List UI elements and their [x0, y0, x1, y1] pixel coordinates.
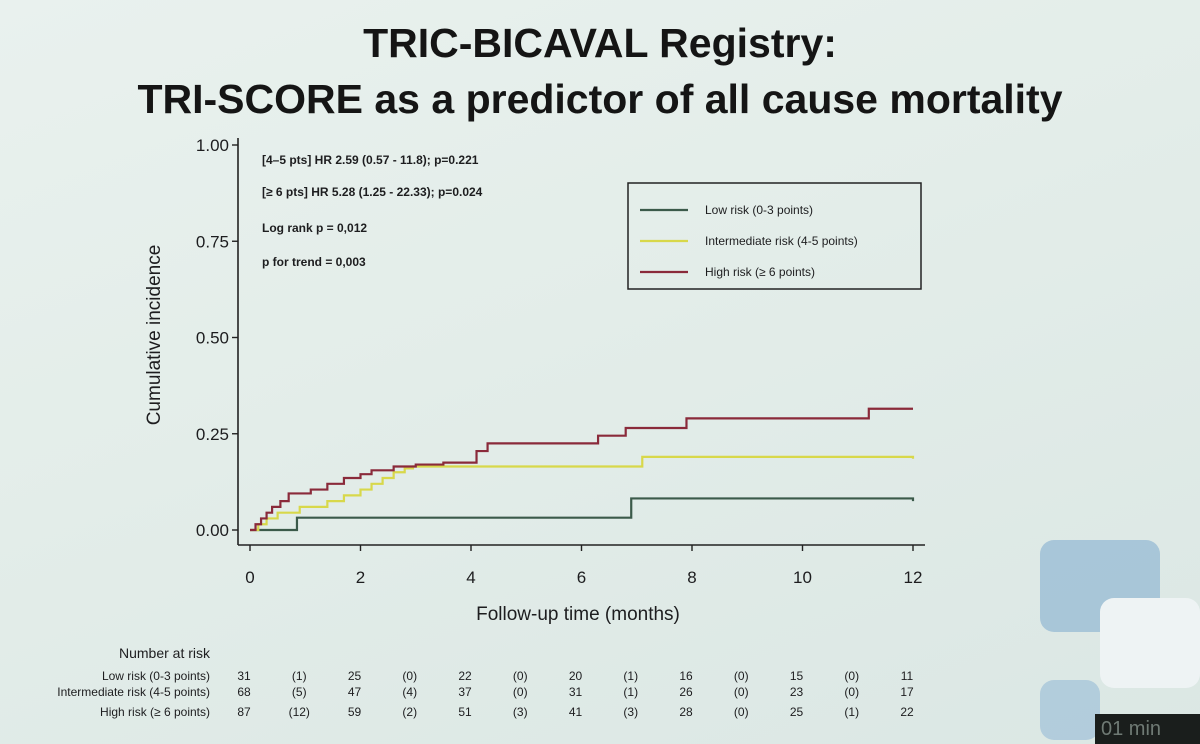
- risk-cell: (5): [292, 685, 307, 699]
- risk-row-label: High risk (≥ 6 points): [100, 705, 210, 719]
- risk-cell: 25: [790, 705, 804, 719]
- risk-cell: 28: [679, 705, 693, 719]
- risk-table-header: Number at risk: [119, 645, 211, 661]
- risk-cell: 68: [237, 685, 251, 699]
- risk-cell: 17: [900, 685, 914, 699]
- risk-cell: 59: [348, 705, 362, 719]
- risk-cell: (0): [734, 685, 749, 699]
- chart-axes: 0.00 0.25 0.50 0.75 1.00 0 2 4 6 8 10 12: [196, 136, 925, 587]
- risk-cell: (0): [844, 669, 859, 683]
- legend-box: [627, 182, 922, 290]
- x-tick-label: 2: [356, 568, 365, 587]
- risk-cell: 25: [348, 669, 362, 683]
- y-tick-label: 1.00: [196, 136, 229, 155]
- risk-cell: 16: [679, 669, 693, 683]
- risk-cell: (0): [844, 685, 859, 699]
- risk-cell: 37: [458, 685, 472, 699]
- slide-title-line-2: TRI-SCORE as a predictor of all cause mo…: [137, 76, 1063, 122]
- risk-cell: (0): [402, 669, 417, 683]
- risk-cell: 41: [569, 705, 583, 719]
- decor-shape-right: [1100, 598, 1200, 688]
- series-layer: [250, 407, 915, 532]
- risk-cell: 23: [790, 685, 804, 699]
- risk-cell: (3): [623, 705, 638, 719]
- risk-cell: (1): [623, 685, 638, 699]
- annotation-hr-6plus: [≥ 6 pts] HR 5.28 (1.25 - 22.33); p=0.02…: [262, 185, 483, 199]
- risk-cell: (3): [513, 705, 528, 719]
- x-axis-label: Follow-up time (months): [476, 604, 680, 625]
- chart-legend: Low risk (0-3 points) Intermediate risk (…: [627, 182, 922, 290]
- risk-cell: (0): [734, 669, 749, 683]
- slide-title-line-1: TRIC-BICAVAL Registry:: [363, 20, 837, 66]
- risk-cell: (2): [402, 705, 417, 719]
- series-line-high: [250, 407, 913, 532]
- x-tick-label: 8: [687, 568, 696, 587]
- risk-cell: 87: [237, 705, 251, 719]
- axis-labels: Follow-up time (months) Cumulative incid…: [144, 245, 680, 625]
- decor-shape-bottom: [1040, 680, 1100, 740]
- y-tick-label: 0.00: [196, 521, 229, 540]
- annotation-hr-4-5: [4–5 pts] HR 2.59 (0.57 - 11.8); p=0.221: [262, 153, 479, 167]
- risk-cell: 22: [458, 669, 472, 683]
- x-tick-label: 10: [793, 568, 812, 587]
- risk-cell: (1): [844, 705, 859, 719]
- x-tick-label: 6: [577, 568, 586, 587]
- y-tick-label: 0.75: [196, 232, 229, 251]
- annotation-trend: p for trend = 0,003: [262, 255, 366, 269]
- series-line-low: [250, 497, 915, 532]
- risk-cell: 22: [900, 705, 914, 719]
- annotation-log-rank: Log rank p = 0,012: [262, 221, 367, 235]
- risk-cell: (0): [513, 669, 528, 683]
- risk-cell: 26: [679, 685, 693, 699]
- risk-cell: (0): [513, 685, 528, 699]
- legend-label-low: Low risk (0-3 points): [705, 203, 813, 217]
- risk-cell: (1): [292, 669, 307, 683]
- y-tick-label: 0.25: [196, 425, 229, 444]
- y-axis-label: Cumulative incidence: [144, 245, 165, 426]
- risk-cell: 31: [237, 669, 251, 683]
- number-at-risk-table: Number at risk Low risk (0-3 points) 31 (1…: [57, 645, 914, 719]
- x-tick-label: 4: [466, 568, 475, 587]
- risk-cell: (4): [402, 685, 417, 699]
- risk-row-label: Intermediate risk (4-5 points): [57, 685, 210, 699]
- risk-cell: (12): [289, 705, 310, 719]
- legend-label-intermediate: Intermediate risk (4-5 points): [705, 234, 858, 248]
- legend-label-high: High risk (≥ 6 points): [705, 265, 815, 279]
- x-tick-label: 0: [245, 568, 254, 587]
- risk-cell: 11: [901, 669, 914, 683]
- risk-cell: (1): [623, 669, 638, 683]
- series-line-intermediate: [250, 455, 915, 532]
- risk-cell: 51: [458, 705, 472, 719]
- risk-row-label: Low risk (0-3 points): [102, 669, 210, 683]
- risk-cell: 20: [569, 669, 583, 683]
- risk-cell: 31: [569, 685, 583, 699]
- risk-cell: 47: [348, 685, 362, 699]
- x-tick-label: 12: [904, 568, 923, 587]
- risk-cell: 15: [790, 669, 804, 683]
- y-tick-label: 0.50: [196, 329, 229, 348]
- annotations-layer: [4–5 pts] HR 2.59 (0.57 - 11.8); p=0.221…: [262, 153, 483, 269]
- risk-cell: (0): [734, 705, 749, 719]
- timer-badge: 01 min: [1095, 714, 1200, 744]
